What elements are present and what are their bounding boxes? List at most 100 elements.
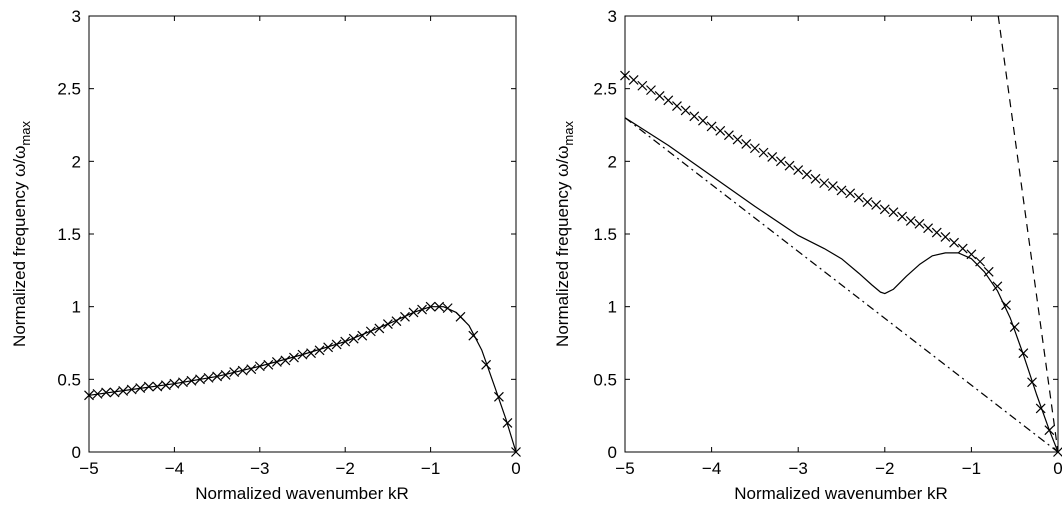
left-data-point-x-marker [143,381,154,392]
right-dashdot-line [625,117,1058,452]
left-data-point-x-marker [400,311,410,322]
left-data-point-x-marker [246,364,257,375]
right-y-tick-label: 1 [608,298,617,317]
left-data-point-x-marker [331,339,342,350]
right-data-point-x-marker [775,156,786,167]
right-data-point-x-marker [637,80,648,91]
left-data-point-x-marker [220,370,231,380]
left-data-point-x-marker [481,359,492,370]
left-y-tick-label: 1 [72,298,81,317]
right-data-point-x-marker [957,243,968,254]
right-y-tick-label: 3 [608,7,617,26]
right-data-point-x-marker [862,197,873,207]
left-y-tick-label: 0.5 [57,370,81,389]
left-data-point-x-marker [391,316,402,327]
right-data-point-x-marker [715,125,726,136]
left-plot-frame [88,15,517,453]
left-data-point-x-marker [152,381,163,392]
right-data-point-x-marker [672,101,682,112]
left-y-tick-label: 0 [72,443,81,462]
right-x-tick-label: −3 [789,459,808,478]
right-data-point-x-marker [827,181,838,191]
right-x-tick-label: −2 [875,459,894,478]
left-data-point-x-marker [212,371,223,382]
left-y-tick-label: 2.5 [57,80,81,99]
left-data-point-x-marker [263,359,274,370]
right-data-point-x-marker [663,95,674,106]
left-data-point-x-marker [434,301,445,312]
left-data-point-x-marker [314,345,325,356]
left-data-point-x-marker [357,330,368,341]
left-data-point-x-marker [254,361,265,372]
right-solid-curve [625,117,1058,452]
right-data-point-x-marker [793,165,804,175]
right-data-point-x-marker [914,218,925,229]
right-data-point-x-marker [646,85,656,96]
left-x-tick-label: −3 [250,459,269,478]
left-data-point-x-marker [348,333,359,344]
right-data-point-x-marker [758,147,769,158]
right-data-point-x-marker [940,231,951,242]
right-data-point-x-marker [897,211,908,222]
left-x-tick-label: −2 [336,459,355,478]
left-y-axis-label-main: Normalized frequency ω/ω [10,146,29,347]
right-data-point-x-marker [836,185,847,196]
right-data-point-x-marker [1035,403,1046,414]
left-data-point-x-marker [455,311,466,322]
left-data-point-x-marker [92,388,103,399]
left-y-axis-label: Normalized frequency ω/ωmax [10,121,33,347]
left-data-point-x-marker [297,349,308,360]
right-data-point-x-marker [992,281,1003,292]
right-data-point-x-marker [680,105,691,116]
left-data-point-x-marker [195,374,205,385]
right-data-point-x-marker [871,200,882,210]
left-plot: −5 −4 −3 −2 −1 0 0 0.5 1 1.5 2 2.5 3 Normalized wav… [10,7,521,503]
right-data-point-x-marker [689,111,700,122]
right-data-point-x-marker [975,256,985,267]
right-data-point-x-marker [1009,322,1020,332]
left-data-point-x-marker [84,390,94,401]
left-data-point-x-marker [306,348,316,359]
right-x-axis-label: Normalized wavenumber kR [734,484,948,503]
right-x-tick-label: 0 [1053,459,1062,478]
left-data-point-x-marker [178,377,188,388]
right-data-point-x-marker [931,227,942,238]
left-data-point-x-marker [382,319,393,330]
right-data-point-x-marker [706,121,717,132]
right-y-tick-label: 2.5 [593,80,617,99]
right-data-point-x-marker [723,130,734,141]
right-data-point-x-marker [853,192,864,203]
left-x-ticks: −5 −4 −3 −2 −1 0 [79,16,521,478]
right-data-point-x-marker [801,169,812,180]
right-y-tick-label: 1.5 [593,225,617,244]
left-data-point-x-marker [417,304,427,315]
right-data-point-x-marker [845,188,856,199]
right-y-axis-label-sub: max [561,121,576,146]
right-data-point-x-marker [1027,377,1037,388]
left-data-point-x-marker [169,378,180,389]
left-x-tick-label: −1 [421,459,440,478]
right-data-point-x-marker [923,223,934,234]
left-y-tick-label: 3 [72,7,81,26]
left-data-point-x-marker [118,386,129,396]
right-y-axis-label-main: Normalized frequency ω/ω [553,146,572,347]
right-data-point-x-marker [819,178,830,189]
right-data-point-x-marker [810,173,821,184]
right-data-point-x-marker [620,70,630,81]
right-y-tick-label: 0.5 [593,370,617,389]
right-data-point-x-marker [741,138,752,149]
right-dashed-line [997,16,1058,452]
left-y-ticks: 0 0.5 1 1.5 2 2.5 3 [57,7,516,462]
right-data-point-x-marker [732,134,743,145]
left-data-point-x-marker [229,367,240,377]
right-x-tick-label: −1 [962,459,981,478]
left-x-axis-label: Normalized wavenumber kR [195,484,409,503]
left-data-point-x-marker [109,387,120,398]
right-data-point-x-marker [654,91,665,101]
right-x-tick-label: −4 [702,459,721,478]
left-data-point-x-marker [365,326,376,337]
left-data-point-x-marker [203,372,214,383]
left-data-point-x-marker [425,301,436,312]
left-plot-marks [84,301,521,457]
right-y-tick-label: 2 [608,152,617,171]
